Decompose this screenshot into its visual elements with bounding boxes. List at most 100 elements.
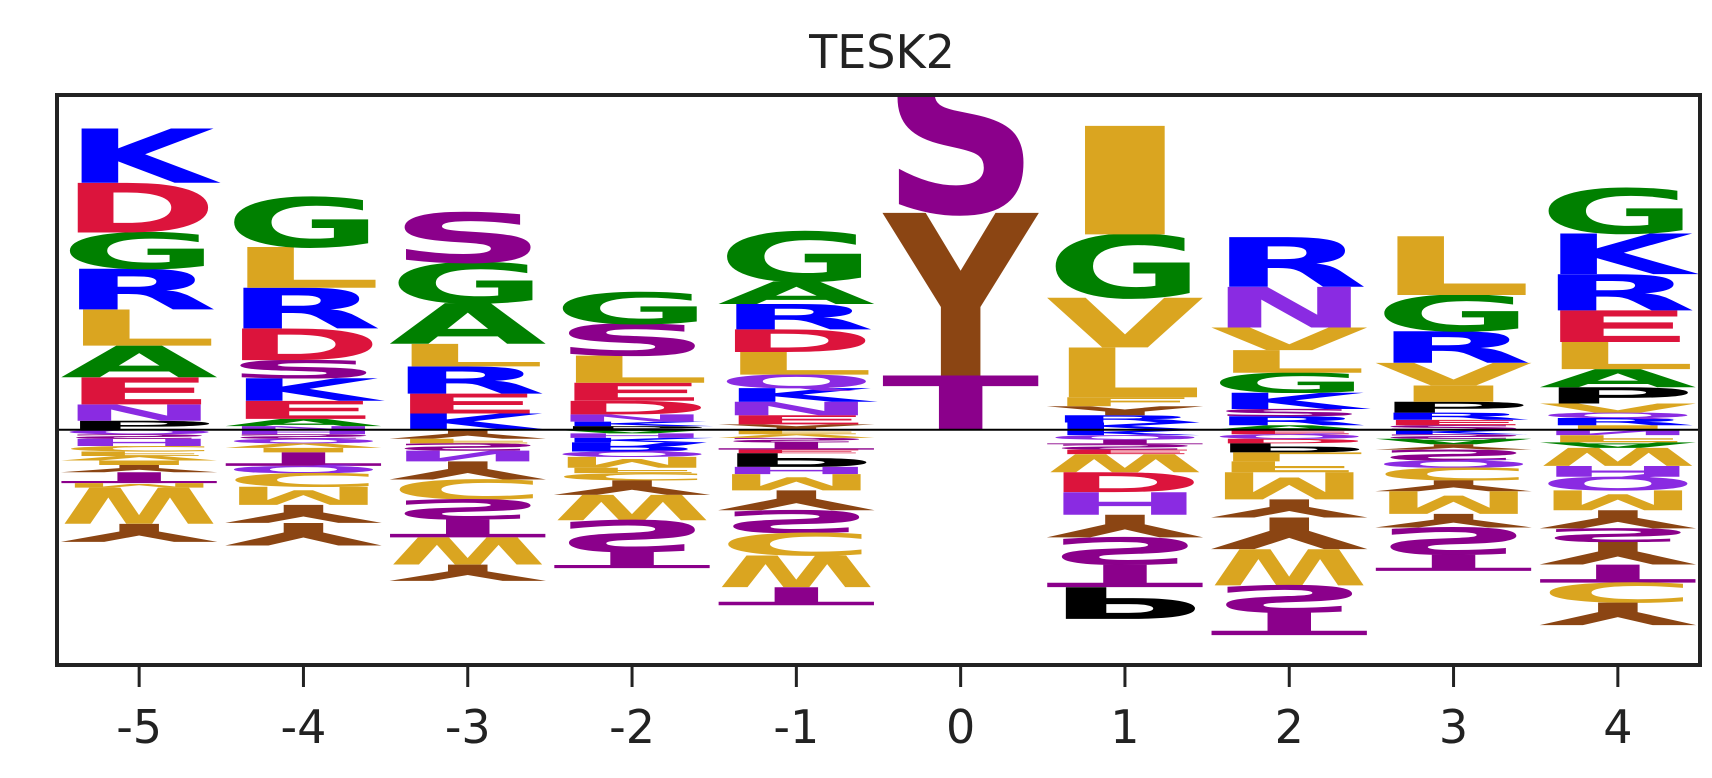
logo-letter-r: R: [1375, 411, 1533, 423]
logo-letter-r: R: [1375, 323, 1533, 373]
logo-letter-k: K: [721, 385, 879, 407]
logo-letter-e: E: [225, 396, 383, 425]
logo-letter-h: H: [1046, 485, 1204, 521]
logo-letter-a: A: [225, 417, 383, 429]
x-tick-label: 1: [1110, 700, 1139, 754]
logo-letter-m: M: [60, 482, 218, 489]
logo-letter-t: T: [225, 448, 383, 470]
logo-letter-y: Y: [60, 518, 217, 547]
plot-frame: [55, 93, 1702, 667]
logo-letter-y: Y: [1210, 507, 1368, 558]
logo-letter-s: S: [717, 503, 875, 539]
logo-letter-s: S: [60, 433, 218, 440]
logo-letter-k: K: [1050, 421, 1207, 433]
logo-letter-q: Q: [1539, 411, 1697, 420]
logo-letter-m: M: [1539, 484, 1697, 516]
logo-letter-s: S: [1210, 407, 1368, 419]
logo-letter-n: N: [389, 447, 547, 464]
logo-letter-k: K: [557, 420, 714, 427]
logo-letter-l: L: [389, 338, 547, 374]
x-tick-label: 4: [1603, 700, 1632, 754]
logo-letter-y: Y: [389, 455, 546, 484]
x-tick-label: -3: [445, 700, 491, 754]
logo-letter-y: Y: [1539, 504, 1696, 533]
logo-letter-q: Q: [1539, 472, 1697, 494]
logo-letter-t: T: [1375, 549, 1533, 575]
logo-letter-d: D: [717, 323, 875, 359]
logo-marks: PNEALRGDKQSHCFVIYTMWYNAEKSDRLGHSQVITQCMY…: [60, 95, 1700, 641]
logo-letter-a: A: [553, 429, 711, 435]
logo-letter-v: V: [1210, 322, 1368, 358]
logo-letter-c: C: [389, 473, 547, 505]
logo-letter-y: Y: [1046, 404, 1204, 418]
logo-letter-p: P: [1539, 383, 1697, 409]
x-tick-label: -4: [281, 700, 327, 754]
logo-letter-k: K: [1214, 388, 1371, 414]
logo-letter-l: L: [718, 346, 876, 382]
logo-letter-y: Y: [1210, 493, 1367, 522]
logo-letter-w: W: [1210, 537, 1368, 594]
logo-letter-m: M: [718, 469, 876, 495]
logo-letter-i: I: [1046, 96, 1204, 269]
logo-letter-h: H: [718, 464, 876, 476]
logo-letter-k: K: [64, 114, 221, 201]
x-tick-label: -5: [116, 700, 162, 754]
logo-letter-p: P: [717, 449, 875, 471]
logo-letter-y: Y: [882, 170, 1040, 429]
logo-letter-y: Y: [717, 423, 875, 432]
logo-letter-y: Y: [1046, 507, 1204, 543]
logo-letter-t: T: [60, 469, 218, 486]
logo-letter-t: T: [553, 547, 711, 573]
logo-letter-c: C: [225, 469, 383, 491]
logo-letter-h: H: [225, 428, 383, 435]
x-tick-label: 3: [1439, 700, 1468, 754]
logo-letter-q: Q: [60, 428, 218, 435]
logo-letter-g: G: [1375, 286, 1533, 344]
logo-letter-r: R: [718, 297, 876, 337]
logo-letter-y: Y: [1375, 442, 1533, 451]
logo-letter-e: E: [717, 448, 875, 454]
logo-letter-r: R: [1210, 223, 1368, 302]
logo-letter-c: C: [717, 525, 875, 561]
logo-letter-n: N: [60, 400, 218, 426]
logo-letter-y: Y: [1375, 477, 1533, 494]
logo-letter-v: V: [1539, 401, 1697, 415]
logo-letter-k: K: [557, 436, 714, 443]
logo-letter-s: S: [1375, 518, 1533, 561]
logo-letter-f: F: [1046, 395, 1204, 409]
logo-letter-v: V: [225, 442, 383, 449]
logo-letter-i: I: [1539, 424, 1697, 431]
logo-letter-d: D: [553, 397, 711, 419]
logo-letter-q: Q: [553, 450, 711, 459]
logo-letter-s: S: [718, 436, 876, 443]
logo-letter-k: K: [1542, 222, 1700, 287]
logo-letter-r: R: [389, 359, 547, 402]
logo-letter-a: A: [60, 337, 218, 388]
x-tick-label: -1: [773, 700, 819, 754]
logo-letter-m: M: [1375, 484, 1533, 520]
logo-letter-s: S: [1375, 424, 1533, 431]
logo-letter-t: T: [1210, 605, 1368, 641]
logo-letter-t: T: [1539, 559, 1697, 588]
logo-letter-i: I: [1375, 381, 1533, 407]
logo-letter-y: Y: [717, 484, 875, 516]
logo-letter-y: Y: [1539, 535, 1697, 571]
x-tick-label: -2: [609, 700, 655, 754]
logo-letter-s: S: [225, 355, 383, 384]
logo-letter-t: T: [1046, 557, 1204, 593]
logo-letter-s: S: [389, 199, 547, 278]
logo-letter-v: V: [718, 433, 876, 439]
logo-letter-s: S: [389, 493, 547, 525]
logo-letter-w: W: [717, 545, 875, 596]
logo-letter-y: Y: [553, 476, 711, 499]
logo-letter-m: M: [553, 453, 711, 470]
logo-letter-e: E: [1210, 428, 1368, 435]
logo-letter-l: L: [1046, 334, 1204, 413]
logo-letter-e: E: [1375, 418, 1533, 427]
logo-letter-d: D: [1046, 466, 1204, 498]
logo-letter-n: N: [1539, 428, 1697, 437]
logo-letter-n: N: [718, 398, 876, 420]
logo-letter-q: Q: [717, 371, 875, 393]
logo-letter-y: Y: [1539, 595, 1697, 631]
